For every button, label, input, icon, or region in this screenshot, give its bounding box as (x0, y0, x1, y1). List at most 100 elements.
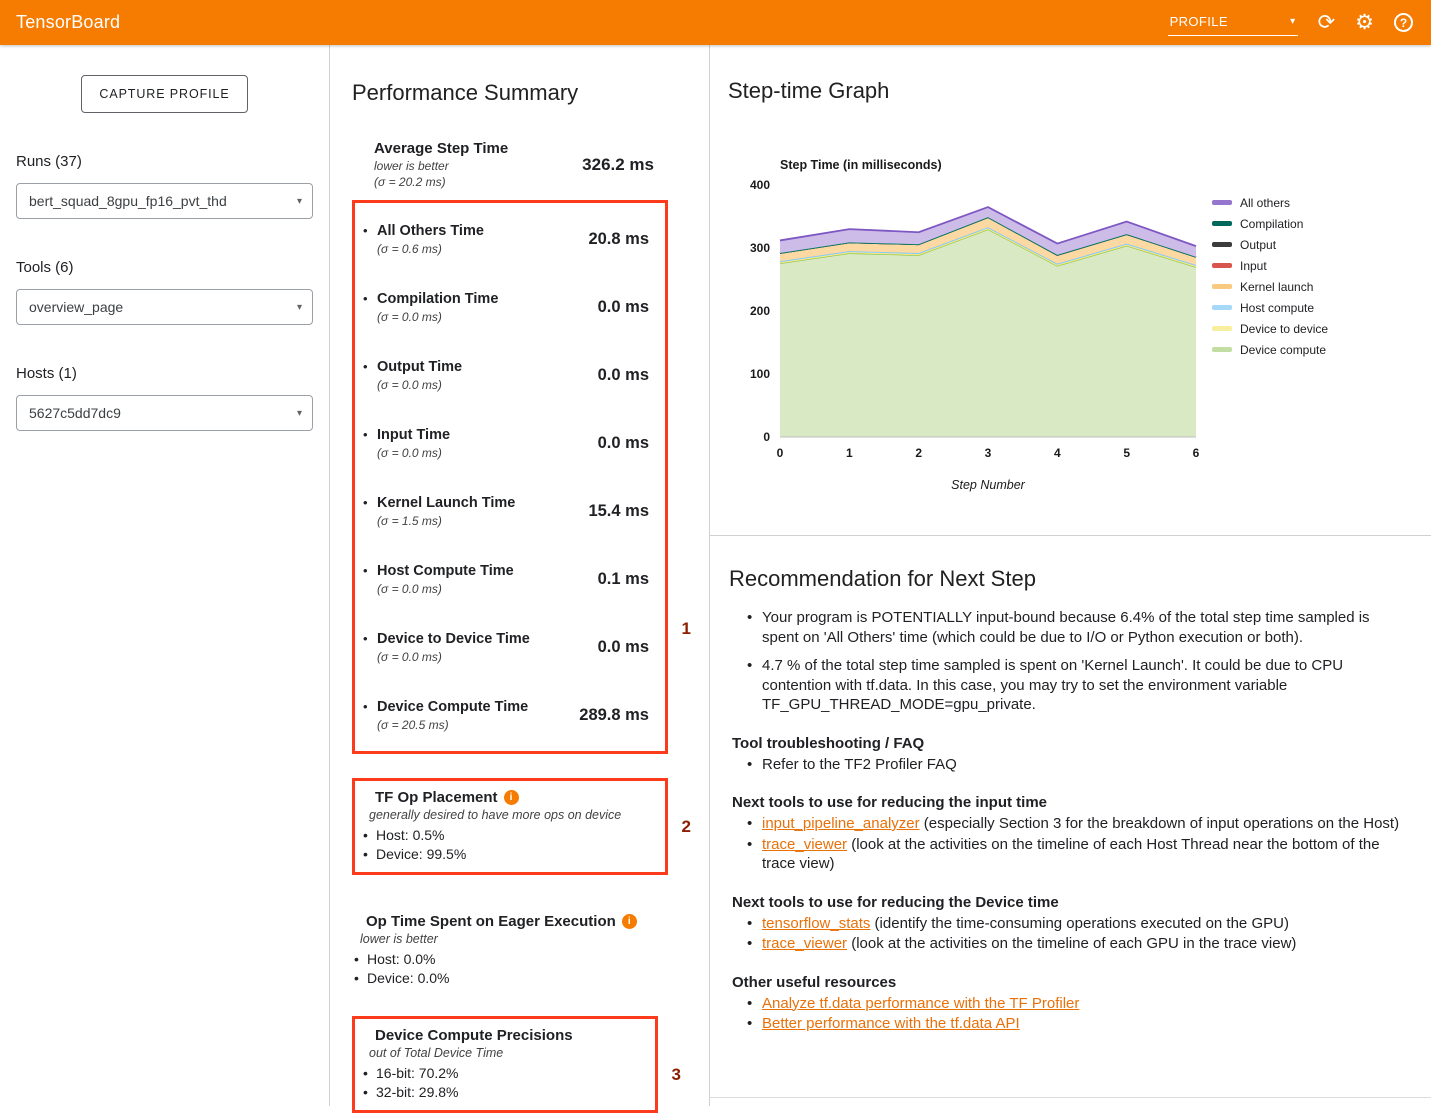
average-step-time-label: Average Step Time (374, 140, 509, 157)
metric-sigma: (σ = 0.0 ms) (377, 310, 442, 324)
precisions-title: Device Compute Precisions (375, 1027, 573, 1044)
svg-text:200: 200 (750, 304, 770, 318)
tool-link[interactable]: tensorflow_stats (762, 914, 871, 932)
list-item: Device: 99.5% (363, 845, 655, 864)
metric-sigma: (σ = 0.0 ms) (377, 446, 442, 460)
item-text: (look at the activities on the timeline … (762, 835, 1380, 873)
metric-sigma: (σ = 0.0 ms) (377, 378, 442, 392)
bullet: • (363, 291, 368, 306)
info-icon[interactable]: i (503, 790, 519, 805)
gear-icon[interactable]: ⚙ (1355, 11, 1374, 34)
metric-value: 20.8 ms (588, 229, 649, 248)
tools-select-value: overview_page (29, 299, 124, 315)
item-text: (especially Section 3 for the breakdown … (919, 815, 1400, 832)
list-item: Host: 0.5% (363, 826, 655, 845)
legend-item: Device to device (1212, 318, 1328, 339)
metric-sigma: (σ = 0.6 ms) (377, 242, 442, 256)
legend-swatch (1212, 284, 1232, 289)
svg-text:300: 300 (750, 241, 770, 255)
legend-item: Compilation (1212, 213, 1328, 234)
metric-value: 0.1 ms (597, 569, 649, 588)
recommendation-section: Other useful resources Analyze tf.data p… (729, 974, 1401, 1034)
topbar: TensorBoard PROFILE ▾ ⟳ ⚙ ? (0, 0, 1431, 45)
metric-row: • All Others Time (σ = 0.6 ms) 20.8 ms (363, 205, 655, 273)
chevron-down-icon: ▾ (1290, 16, 1296, 27)
list-item: Host: 0.0% (354, 950, 669, 969)
legend-label: Output (1240, 237, 1277, 252)
performance-summary-title: Performance Summary (352, 80, 579, 105)
recommendation-item: trace_viewer (look at the activities on … (745, 835, 1401, 874)
legend-item: Output (1212, 234, 1328, 255)
chevron-down-icon: ▾ (296, 195, 302, 207)
bullet: • (363, 631, 368, 646)
svg-text:0: 0 (763, 430, 770, 444)
legend-swatch (1212, 326, 1232, 331)
recommendation-title: Recommendation for Next Step (729, 566, 1036, 591)
average-step-time-sigma: (σ = 20.2 ms) (374, 175, 446, 189)
svg-text:3: 3 (985, 446, 992, 460)
metric-value: 15.4 ms (588, 501, 649, 520)
metric-label: Host Compute Time (377, 563, 514, 579)
list-item: 16-bit: 70.2% (363, 1064, 645, 1083)
recommendation-item: trace_viewer (look at the activities on … (745, 934, 1401, 954)
bullet: • (363, 223, 368, 238)
average-step-time-row: Average Step Time lower is better (σ = 2… (352, 140, 668, 189)
metric-sigma: (σ = 0.0 ms) (377, 582, 442, 596)
tools-select[interactable]: overview_page ▾ (16, 289, 313, 325)
metric-row: • Output Time (σ = 0.0 ms) 0.0 ms (363, 341, 655, 409)
tf-op-placement-note: generally desired to have more ops on de… (369, 808, 622, 822)
svg-text:5: 5 (1123, 446, 1130, 460)
legend-swatch (1212, 347, 1232, 352)
metric-label: Input Time (377, 427, 451, 443)
metric-row: • Device to Device Time (σ = 0.0 ms) 0.0… (363, 613, 655, 681)
recommendation-item: Analyze tf.data performance with the TF … (745, 994, 1401, 1014)
hosts-select[interactable]: 5627c5dd7dc9 ▾ (16, 395, 313, 431)
precisions-note: out of Total Device Time (369, 1046, 504, 1060)
reload-icon[interactable]: ⟳ (1317, 11, 1336, 34)
tool-link[interactable]: input_pipeline_analyzer (762, 815, 920, 832)
svg-text:1: 1 (846, 446, 853, 460)
legend-swatch (1212, 221, 1232, 226)
metric-sigma: (σ = 1.5 ms) (377, 514, 442, 528)
bullet: • (363, 359, 368, 374)
annotation-number-2: 2 (681, 816, 691, 836)
list-item: Device: 0.0% (354, 969, 669, 988)
legend-label: Compilation (1240, 216, 1304, 231)
average-step-time-value: 326.2 ms (582, 154, 654, 174)
chevron-down-icon: ▾ (296, 301, 302, 313)
metric-value: 0.0 ms (597, 433, 649, 452)
section-heading: Other useful resources (732, 973, 897, 991)
tf-op-placement-title: TF Op Placement (375, 789, 498, 806)
dashboard-selector[interactable]: PROFILE ▾ (1167, 9, 1298, 36)
hosts-select-value: 5627c5dd7dc9 (29, 405, 121, 421)
capture-profile-button[interactable]: CAPTURE PROFILE (81, 75, 248, 113)
tool-link[interactable]: trace_viewer (762, 835, 848, 853)
chart-axis-title: Step Time (in milliseconds) (780, 158, 942, 172)
svg-text:400: 400 (750, 178, 770, 192)
metric-label: Kernel Launch Time (377, 495, 516, 511)
tools-label: Tools (6) (16, 259, 74, 276)
metric-sigma: (σ = 0.0 ms) (377, 650, 442, 664)
performance-summary-panel: Performance Summary Average Step Time lo… (330, 45, 710, 1113)
metric-value: 0.0 ms (597, 297, 649, 316)
legend-label: All others (1240, 195, 1291, 210)
legend-swatch (1212, 263, 1232, 268)
recommendation-item: input_pipeline_analyzer (especially Sect… (745, 814, 1401, 834)
tool-link[interactable]: Better performance with the tf.data API (762, 1015, 1020, 1032)
info-icon[interactable]: i (621, 914, 637, 929)
metric-row: • Input Time (σ = 0.0 ms) 0.0 ms (363, 409, 655, 477)
svg-text:6: 6 (1193, 446, 1200, 460)
chart-xlabel: Step Number (951, 478, 1025, 492)
metric-row: • Device Compute Time (σ = 20.5 ms) 289.… (363, 681, 655, 749)
step-time-breakdown-box: • All Others Time (σ = 0.6 ms) 20.8 ms •… (352, 200, 691, 754)
tool-link[interactable]: trace_viewer (762, 935, 848, 952)
help-icon[interactable]: ? (1394, 13, 1413, 32)
legend-item: Host compute (1212, 297, 1328, 318)
metric-row: • Kernel Launch Time (σ = 1.5 ms) 15.4 m… (363, 477, 655, 545)
eager-note: lower is better (360, 932, 438, 946)
annotation-number-3: 3 (671, 1065, 681, 1084)
runs-select[interactable]: bert_squad_8gpu_fp16_pvt_thd ▾ (16, 183, 313, 219)
annotation-number-1: 1 (681, 619, 691, 639)
recommendation-section: Next tools to use for reducing the input… (729, 794, 1401, 874)
tool-link[interactable]: Analyze tf.data performance with the TF … (762, 994, 1080, 1012)
